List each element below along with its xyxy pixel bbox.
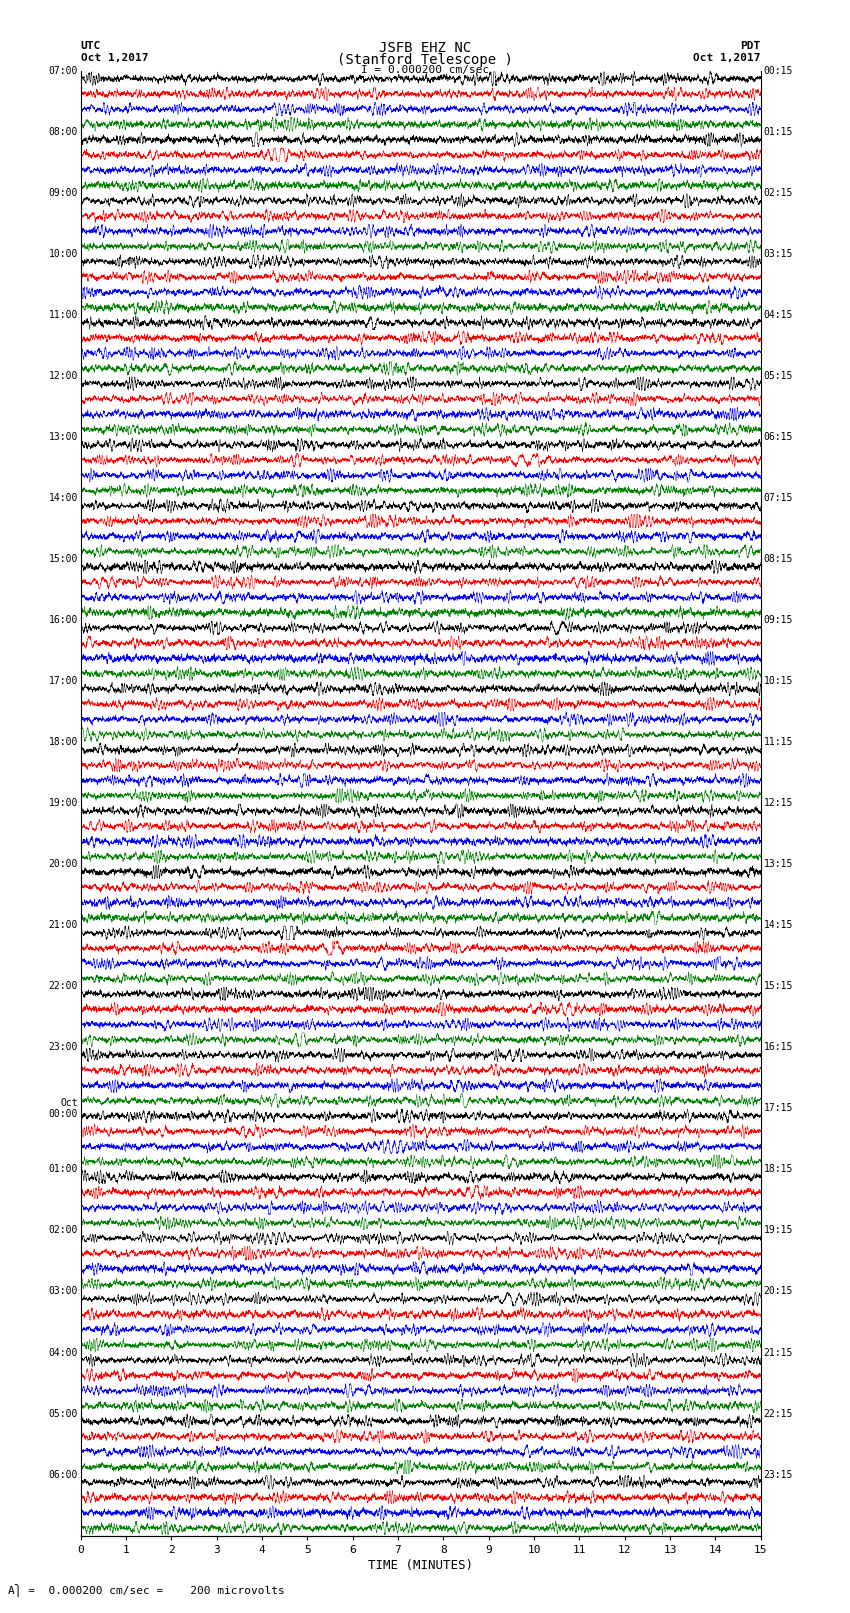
Text: PDT: PDT	[740, 40, 761, 52]
Text: Oct 1,2017: Oct 1,2017	[81, 53, 148, 63]
Text: JSFB EHZ NC: JSFB EHZ NC	[379, 40, 471, 55]
Text: (Stanford Telescope ): (Stanford Telescope )	[337, 53, 513, 68]
Text: I = 0.000200 cm/sec: I = 0.000200 cm/sec	[361, 65, 489, 74]
Text: UTC: UTC	[81, 40, 101, 52]
X-axis label: TIME (MINUTES): TIME (MINUTES)	[368, 1558, 473, 1571]
Text: Oct 1,2017: Oct 1,2017	[694, 53, 761, 63]
Text: A⎫ =  0.000200 cm/sec =    200 microvolts: A⎫ = 0.000200 cm/sec = 200 microvolts	[8, 1584, 286, 1597]
